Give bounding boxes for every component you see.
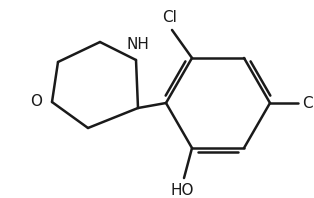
Text: NH: NH [127,37,149,52]
Text: Cl: Cl [302,95,314,110]
Text: HO: HO [170,183,194,198]
Text: O: O [30,94,42,109]
Text: Cl: Cl [163,10,177,25]
